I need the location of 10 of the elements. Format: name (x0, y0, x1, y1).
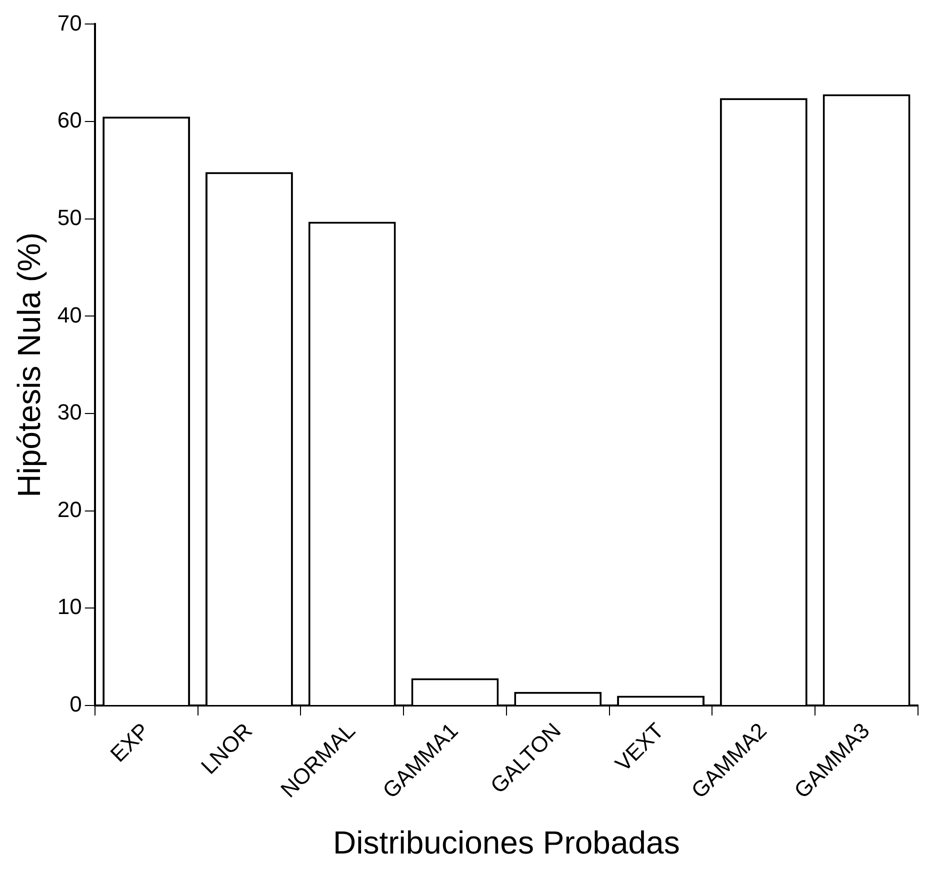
x-axis-title: Distribuciones Probadas (333, 824, 680, 861)
y-tick-label: 0 (70, 692, 82, 717)
y-tick-label: 70 (57, 10, 82, 36)
y-tick-label: 40 (57, 302, 82, 328)
y-tick-label: 20 (57, 496, 82, 522)
y-tick-label: 50 (57, 204, 82, 230)
y-axis-title: Hipótesis Nula (%) (11, 232, 48, 498)
y-tick-label: 30 (57, 400, 82, 425)
y-tick-label: 10 (57, 594, 82, 620)
y-tick-label: 60 (57, 108, 82, 133)
